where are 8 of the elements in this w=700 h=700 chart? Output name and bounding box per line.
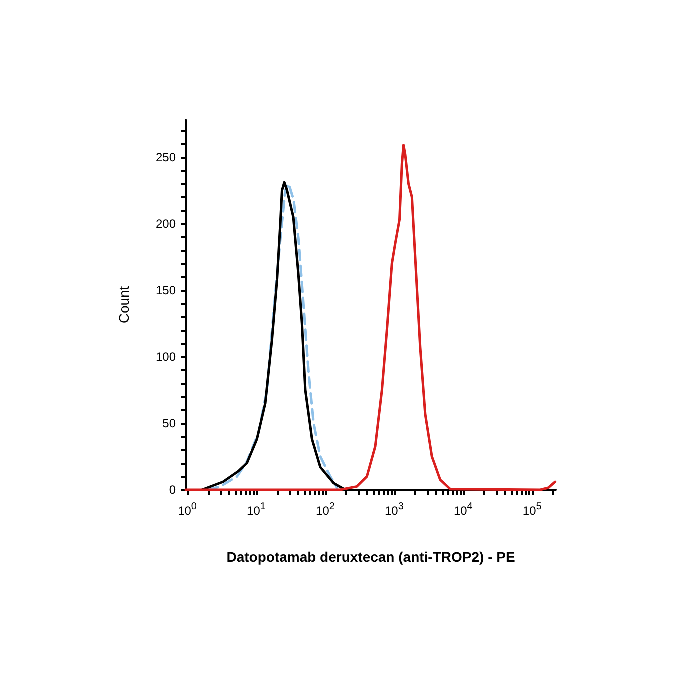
y-tick-label: 50	[162, 416, 176, 430]
y-tick-label: 100	[156, 350, 176, 364]
y-tick-label: 200	[156, 216, 176, 231]
y-axis-title: Count	[116, 286, 132, 324]
x-axis-title: Datopotamab deruxtecan (anti-TROP2) - PE	[226, 549, 516, 565]
y-tick-label: 250	[156, 150, 176, 164]
y-tick-label: 150	[156, 283, 176, 298]
y-tick-label: 0	[169, 483, 176, 497]
